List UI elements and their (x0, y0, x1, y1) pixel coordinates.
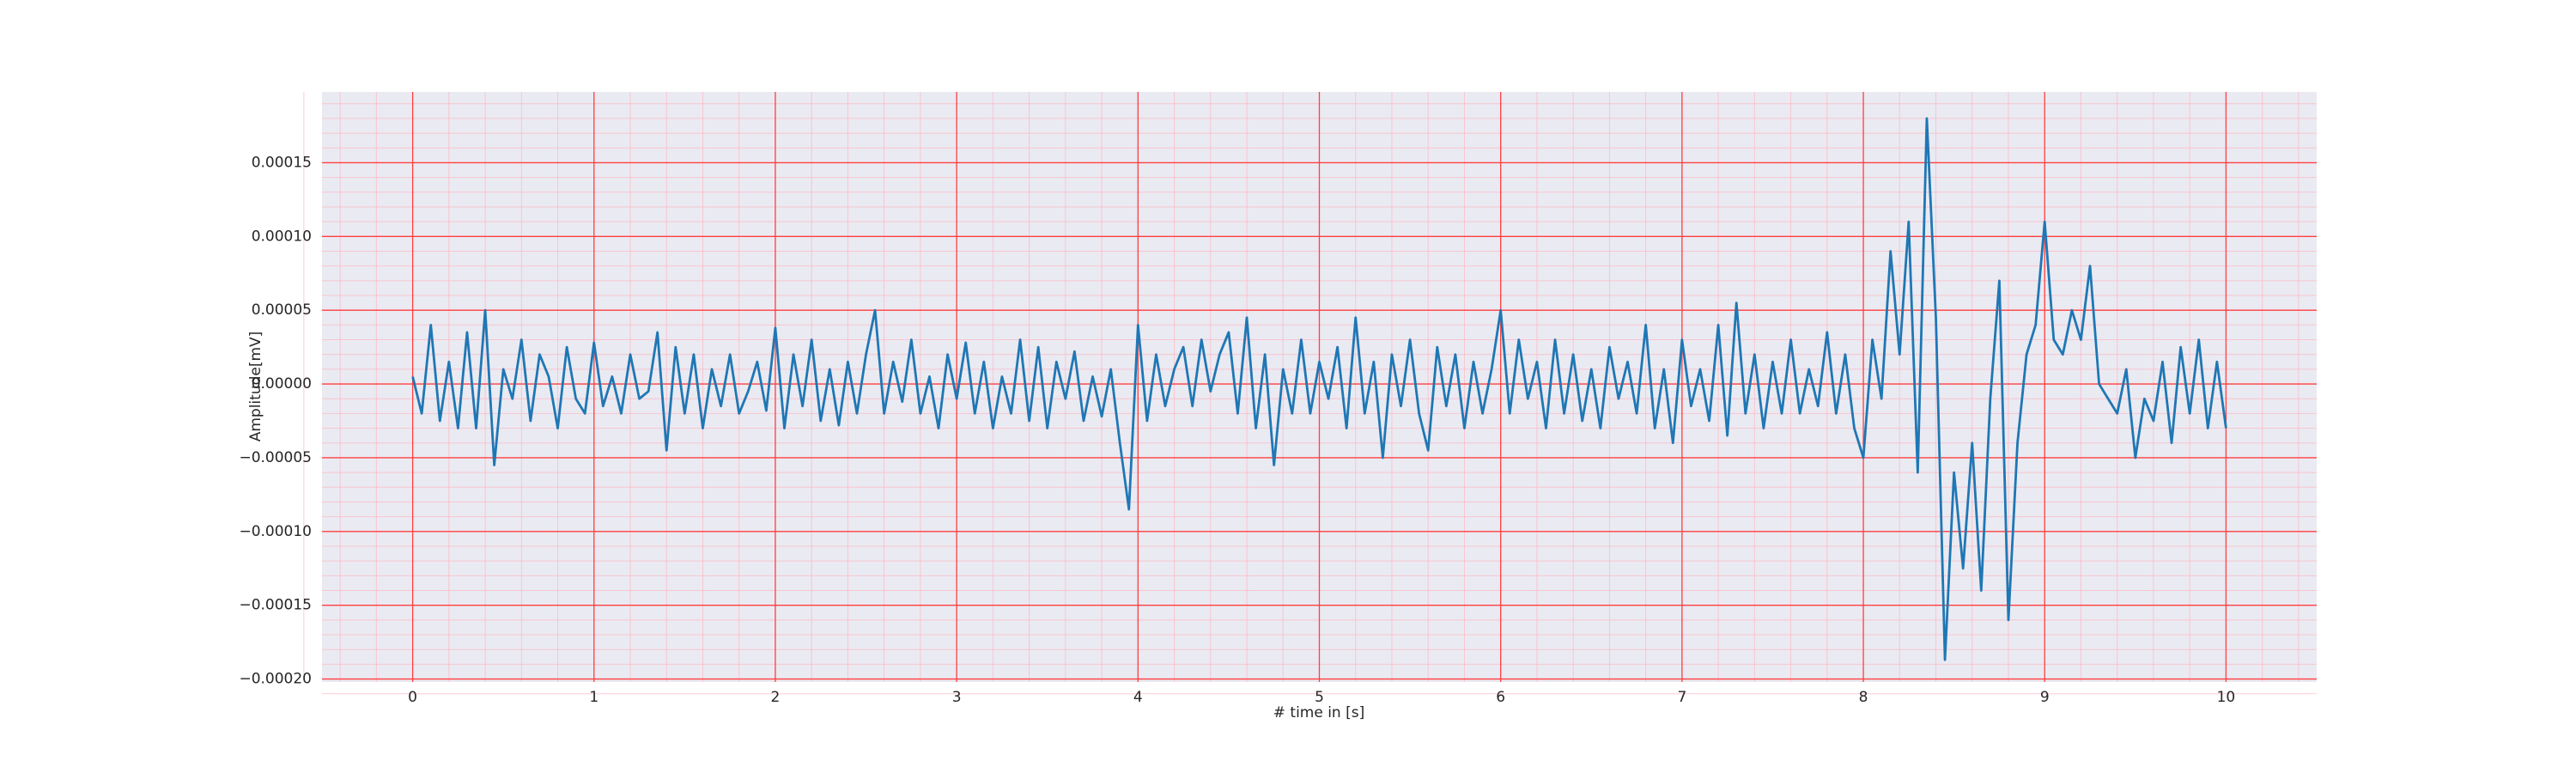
x-tick-label: 0 (408, 689, 417, 706)
x-tick-label: 7 (1677, 689, 1686, 706)
x-tick-label: 8 (1859, 689, 1868, 706)
x-tick-label: 4 (1133, 689, 1143, 706)
x-tick-label: 3 (952, 689, 962, 706)
y-tick-label: 0.00015 (252, 154, 312, 171)
signal-line (411, 117, 2227, 661)
x-axis-label: # time in [s] (1273, 704, 1364, 721)
x-tick-label: 6 (1496, 689, 1505, 706)
x-tick-label: 1 (589, 689, 598, 706)
y-tick-label: −0.00015 (239, 597, 312, 614)
x-tick-label: 5 (1315, 689, 1324, 706)
x-tick-label: 2 (771, 689, 781, 706)
y-tick-label: 0.00005 (252, 301, 312, 319)
x-tick-label: 9 (2040, 689, 2050, 706)
x-tick-label: 10 (2217, 689, 2236, 706)
y-tick-label: −0.00010 (239, 523, 312, 540)
y-tick-label: −0.00020 (239, 671, 312, 688)
y-tick-label: 0.00010 (252, 228, 312, 245)
y-tick-label: 0.00000 (252, 375, 312, 393)
y-axis-label: Amplitude[mV] (247, 332, 264, 442)
major-grid (322, 92, 2317, 682)
y-tick-label: −0.00005 (239, 449, 312, 466)
